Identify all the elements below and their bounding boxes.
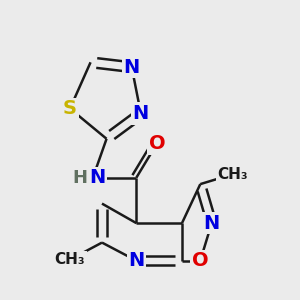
Text: N: N <box>89 168 106 187</box>
Text: O: O <box>192 251 208 270</box>
Text: CH₃: CH₃ <box>55 252 85 267</box>
Text: H: H <box>73 169 88 187</box>
Text: N: N <box>128 251 144 270</box>
Text: N: N <box>133 104 149 123</box>
Text: N: N <box>204 214 220 232</box>
Text: O: O <box>148 134 165 153</box>
Text: S: S <box>63 99 77 118</box>
Text: CH₃: CH₃ <box>217 167 248 182</box>
Text: N: N <box>124 58 140 77</box>
